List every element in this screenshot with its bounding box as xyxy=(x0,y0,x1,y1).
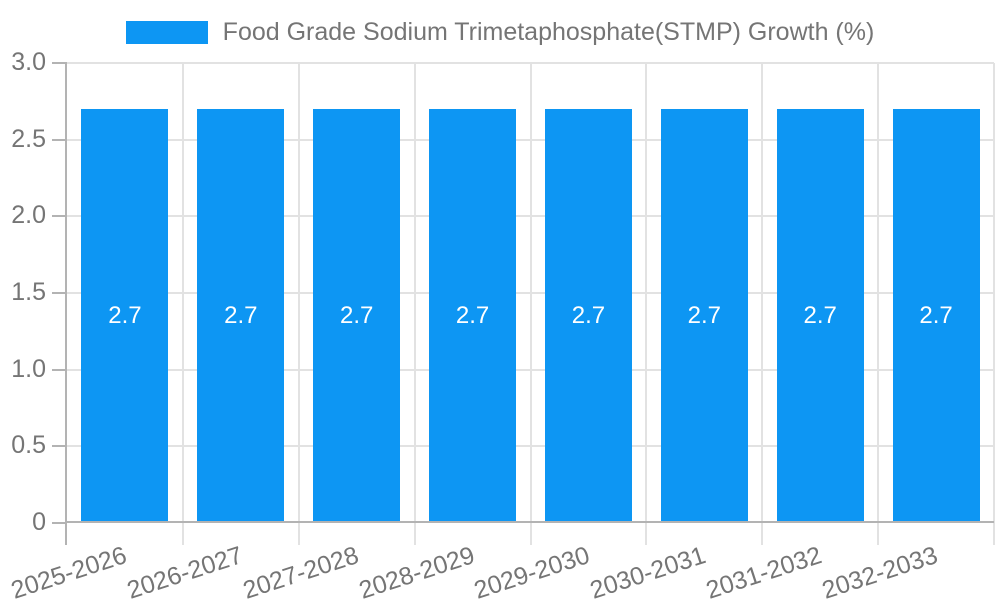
v-gridline xyxy=(877,63,880,545)
y-tick-label: 0.5 xyxy=(11,431,46,460)
bar-value-label: 2.7 xyxy=(455,302,490,329)
y-tick-label: 3.0 xyxy=(11,48,46,76)
bar-value-label: 2.7 xyxy=(340,302,374,329)
x-axis-line xyxy=(65,521,994,523)
v-gridline xyxy=(529,63,532,545)
bar: 2.7 xyxy=(660,109,748,523)
legend-label: Food Grade Sodium Trimetaphosphate(STMP)… xyxy=(222,18,875,46)
y-tick-label: 2.5 xyxy=(11,124,46,153)
v-gridline xyxy=(297,63,300,545)
v-gridline xyxy=(761,63,764,545)
y-axis-line xyxy=(65,63,67,545)
bar: 2.7 xyxy=(544,109,632,523)
bar: 2.7 xyxy=(197,109,285,523)
v-gridline xyxy=(645,63,648,545)
y-tick-label: 0 xyxy=(32,508,46,536)
y-tick-label: 1.0 xyxy=(11,354,46,383)
bar-value-label: 2.7 xyxy=(108,302,142,329)
v-gridline xyxy=(413,63,416,545)
y-axis-tick xyxy=(52,215,67,218)
y-axis-tick xyxy=(52,368,67,371)
y-axis-tick xyxy=(52,62,67,64)
bar: 2.7 xyxy=(892,109,980,523)
y-tick-label: 2.0 xyxy=(11,201,46,230)
y-axis-tick xyxy=(52,292,67,294)
legend-swatch-icon xyxy=(125,21,208,44)
plot-area: 2.7 2.7 2.7 2.7 2.7 2.7 2.7 2.7 xyxy=(67,62,995,545)
bar: 2.7 xyxy=(429,109,517,523)
bar: 2.7 xyxy=(776,109,864,523)
v-gridline xyxy=(181,63,184,545)
bar-value-label: 2.7 xyxy=(687,302,721,329)
y-axis-tick xyxy=(52,522,67,524)
y-axis-tick xyxy=(52,445,67,448)
bar-value-label: 2.7 xyxy=(919,302,953,329)
bar-value-label: 2.7 xyxy=(571,302,606,329)
legend: Food Grade Sodium Trimetaphosphate(STMP)… xyxy=(0,18,1000,47)
v-gridline xyxy=(993,63,995,545)
y-axis-tick xyxy=(52,138,67,141)
x-tick-label: 2032-2033 xyxy=(818,541,942,600)
bar: 2.7 xyxy=(81,109,169,523)
y-tick-label: 1.5 xyxy=(11,278,46,306)
bar-value-label: 2.7 xyxy=(803,302,837,329)
bar: 2.7 xyxy=(313,109,401,523)
bar-value-label: 2.7 xyxy=(224,302,258,329)
